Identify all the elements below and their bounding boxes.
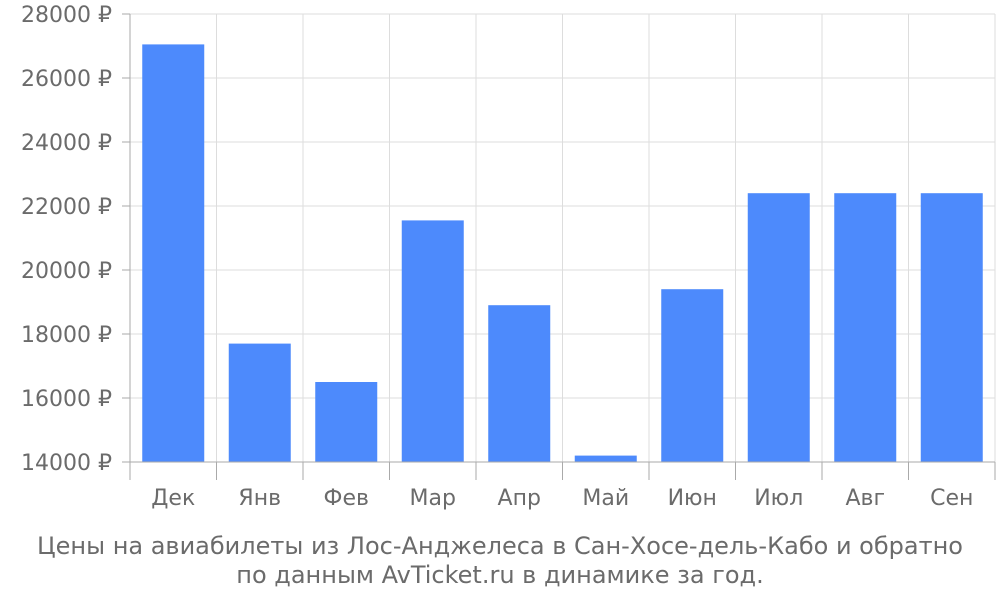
y-tick-label: 24000 ₽ xyxy=(21,131,112,156)
chart-caption-line-1: Цены на авиабилеты из Лос-Анджелеса в Са… xyxy=(37,532,963,560)
grid-lines xyxy=(130,13,996,463)
y-tick-label: 18000 ₽ xyxy=(21,323,112,348)
price-bar-chart: 14000 ₽ 16000 ₽ 18000 ₽ 20000 ₽ 22000 ₽ 24000… xyxy=(21,3,996,511)
y-tick-label: 26000 ₽ xyxy=(21,67,112,92)
bars xyxy=(142,44,983,463)
bar-Мар xyxy=(401,220,464,462)
y-tick-labels: 14000 ₽ 16000 ₽ 18000 ₽ 20000 ₽ 22000 ₽ 24000… xyxy=(21,3,112,476)
y-tick-label: 28000 ₽ xyxy=(21,3,112,28)
x-tick-labels: Дек Янв Фев Мар Апр Май Июн Июл Авг Сен xyxy=(151,486,973,511)
chart-caption-line-2: по данным AvTicket.ru в динамике за год. xyxy=(236,561,764,589)
axes xyxy=(122,13,996,480)
x-tick-label: Сен xyxy=(930,486,973,511)
x-tick-label: Апр xyxy=(498,486,541,511)
bar-Июл xyxy=(747,193,810,462)
x-tick-label: Мар xyxy=(410,486,456,511)
bar-Авг xyxy=(834,193,897,462)
bar-Янв xyxy=(228,343,291,462)
y-tick-label: 22000 ₽ xyxy=(21,195,112,220)
bar-Сен xyxy=(920,193,983,462)
x-tick-label: Фев xyxy=(324,486,369,511)
y-tick-label: 20000 ₽ xyxy=(21,259,112,284)
x-tick-label: Янв xyxy=(238,486,281,511)
bar-Июн xyxy=(661,289,724,462)
bar-Фев xyxy=(315,382,378,462)
bar-Апр xyxy=(488,305,551,462)
x-tick-label: Июн xyxy=(668,486,717,511)
y-tick-label: 14000 ₽ xyxy=(21,451,112,476)
x-tick-label: Авг xyxy=(845,486,885,511)
x-tick-label: Дек xyxy=(151,486,195,511)
y-tick-label: 16000 ₽ xyxy=(21,387,112,412)
bar-Дек xyxy=(142,44,205,463)
bar-Май xyxy=(574,455,637,462)
x-tick-label: Июл xyxy=(754,486,803,511)
x-tick-label: Май xyxy=(582,486,629,511)
